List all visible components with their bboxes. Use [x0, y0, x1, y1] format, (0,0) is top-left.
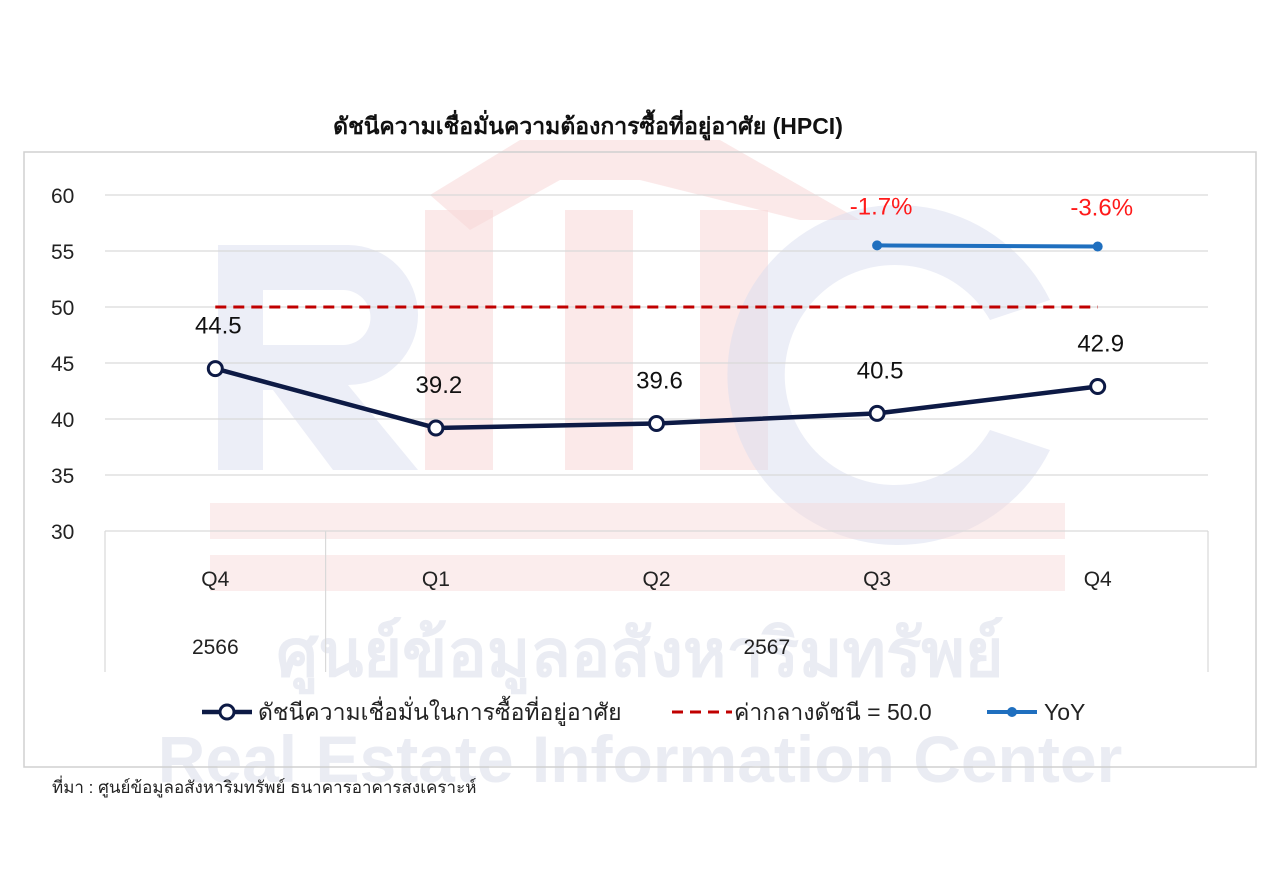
y-tick-label: 50 [51, 297, 74, 320]
legend-item-yoy: YoY [987, 699, 1085, 725]
index-point [206, 360, 224, 378]
legend-item-index: ดัชนีความเชื่อมั่นในการซื้อที่อยู่อาศัย [202, 696, 622, 726]
watermark-thai: ศูนย์ข้อมูลอสังหาริมทรัพย์ [276, 616, 1003, 695]
y-tick-label: 30 [51, 521, 74, 544]
y-tick-label: 60 [51, 185, 74, 208]
index-data-label: 40.5 [857, 357, 904, 384]
series-layer [206, 240, 1107, 437]
index-point [427, 419, 445, 437]
legend-item-midpoint: ค่ากลางดัชนี = 50.0 [672, 699, 932, 725]
legend-label-yoy: YoY [1044, 699, 1085, 725]
yoy-label: -3.6% [1070, 195, 1133, 222]
x-group-label: 2566 [192, 636, 239, 659]
chart-title: ดัชนีความเชื่อมั่นความต้องการซื้อที่อยู่… [333, 109, 843, 141]
yoy-point [872, 240, 883, 251]
index-data-label: 39.2 [416, 372, 463, 399]
source-note: ที่มา : ศูนย์ข้อมูลอสังหาริมทรัพย์ ธนาคา… [52, 775, 476, 798]
plot-frame [23, 151, 1257, 768]
legend-marker-yoy [1007, 707, 1017, 717]
index-point [1089, 378, 1107, 396]
legend-label-index: ดัชนีความเชื่อมั่นในการซื้อที่อยู่อาศัย [258, 696, 622, 726]
x-tick-label: Q4 [1084, 568, 1112, 591]
x-tick-label: Q2 [642, 568, 670, 591]
x-tick-label: Q3 [863, 568, 891, 591]
x-tick-label: Q1 [422, 568, 450, 591]
y-tick-label: 45 [51, 353, 74, 376]
yoy-point [1092, 241, 1103, 252]
index-point [648, 414, 665, 432]
x-axis: Q4 Q1 Q2 Q3 Q4 2566 2567 [104, 531, 1209, 672]
y-tick-label: 35 [51, 465, 74, 488]
y-axis: 60 55 50 45 40 35 30 [51, 185, 74, 544]
index-point [868, 404, 886, 422]
index-data-label: 44.5 [195, 313, 242, 340]
index-data-label: 39.6 [636, 367, 683, 394]
data-labels: -1.7% -3.6% 44.5 39.2 39.6 40.5 42.9 [195, 193, 1133, 399]
legend-marker-index [218, 703, 236, 721]
yoy-label: -1.7% [850, 193, 913, 220]
legend: ดัชนีความเชื่อมั่นในการซื้อที่อยู่อาศัย … [202, 696, 1085, 726]
legend-label-midpoint: ค่ากลางดัชนี = 50.0 [734, 699, 932, 725]
y-tick-label: 55 [51, 241, 74, 264]
watermark-english: Real Estate Information Center [158, 722, 1123, 796]
x-group-label: 2567 [743, 636, 790, 659]
y-tick-label: 40 [51, 409, 74, 432]
reic-watermark-logo: ศูนย์ข้อมูลอสังหาริมทรัพย์ Real Estate I… [158, 140, 1123, 796]
index-data-label: 42.9 [1077, 331, 1124, 358]
x-tick-label: Q4 [201, 568, 229, 591]
series-yoy-line [877, 243, 1098, 249]
